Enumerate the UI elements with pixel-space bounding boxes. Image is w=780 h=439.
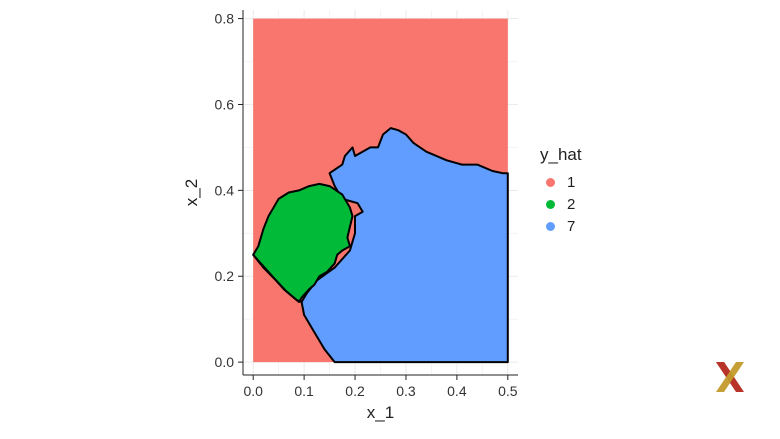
x-tick-label: 0.4 bbox=[447, 383, 467, 399]
y-tick-label: 0.6 bbox=[215, 96, 235, 112]
legend-key-1 bbox=[546, 177, 555, 187]
legend-key-7 bbox=[546, 221, 555, 231]
legend-item-2: 2 bbox=[540, 193, 660, 215]
legend: y_hat 1 2 7 bbox=[540, 145, 660, 237]
y-tick-label: 0.8 bbox=[215, 11, 235, 27]
x-tick-label: 0.2 bbox=[345, 383, 365, 399]
legend-key-2 bbox=[546, 199, 555, 209]
x-axis-title: x_1 bbox=[367, 403, 394, 422]
x-tick-label: 0.5 bbox=[498, 383, 518, 399]
x-tick-label: 0.3 bbox=[396, 383, 416, 399]
y-axis-title: x_2 bbox=[182, 179, 201, 206]
legend-label-7: 7 bbox=[567, 217, 576, 235]
y-tick-label: 0.2 bbox=[215, 268, 235, 284]
decision-boundary-line bbox=[252, 254, 302, 303]
legend-title: y_hat bbox=[540, 145, 582, 164]
y-tick-label: 0.4 bbox=[215, 182, 235, 198]
legend-label-1: 1 bbox=[567, 173, 576, 191]
legend-label-2: 2 bbox=[567, 195, 576, 213]
legend-item-1: 1 bbox=[540, 171, 660, 193]
x-tick-label: 0.0 bbox=[243, 383, 263, 399]
legend-item-7: 7 bbox=[540, 215, 660, 237]
x-tick-label: 0.1 bbox=[294, 383, 314, 399]
brand-logo bbox=[716, 362, 744, 392]
y-tick-label: 0.0 bbox=[215, 354, 235, 370]
